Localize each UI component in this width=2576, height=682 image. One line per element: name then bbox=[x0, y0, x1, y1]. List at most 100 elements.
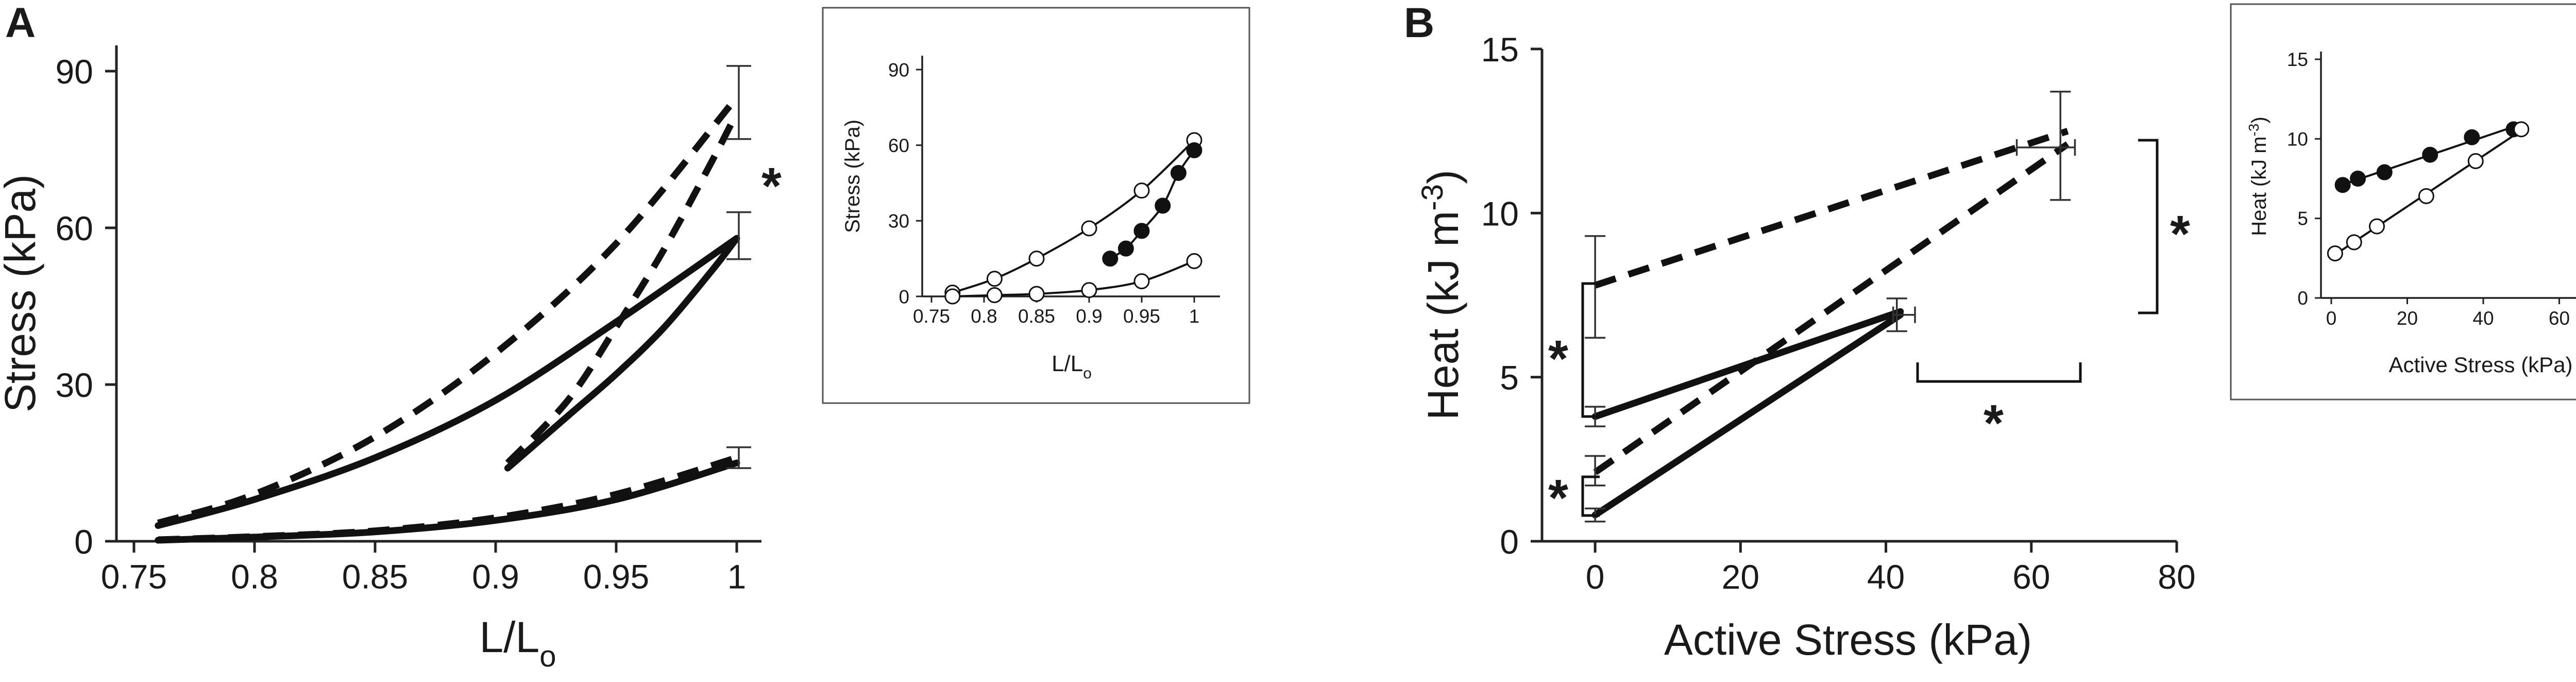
b-inset-point-filled bbox=[2422, 146, 2438, 163]
a-inset-point-open bbox=[1081, 220, 1097, 237]
b-series-solid-line bbox=[1591, 308, 1904, 420]
a-inset-point-filled bbox=[1102, 251, 1118, 267]
a-y-tick-label: 0 bbox=[74, 523, 93, 561]
panel-b-label: B bbox=[1404, 0, 1434, 46]
a-inset-y-axis-label: Stress (kPa) bbox=[841, 120, 864, 233]
b-inset-y-tick-label: 15 bbox=[2287, 49, 2308, 70]
a-x-tick-label: 0.75 bbox=[101, 557, 167, 595]
b-y-tick-label: 5 bbox=[1500, 359, 1519, 397]
a-inset-point-open bbox=[986, 287, 1003, 304]
b-x-axis-label: Active Stress (kPa) bbox=[1664, 616, 2032, 664]
b-bracket-lower-left bbox=[1581, 475, 1600, 517]
panel-b-main-chart: 0 20 40 60 80 0 5 10 15 * * * * Heat (kJ m-3) A… bbox=[1416, 30, 2196, 664]
a-significance-star: * bbox=[761, 157, 782, 215]
a-y-axis-label: Stress (kPa) bbox=[0, 174, 44, 412]
b-inset-y-label-sup: -3 bbox=[2246, 124, 2262, 137]
b-inset-y-tick-label: 0 bbox=[2297, 288, 2308, 309]
b-inset-point-filled bbox=[2376, 164, 2393, 180]
a-error-bar bbox=[726, 446, 751, 469]
b-inset-point-filled bbox=[2464, 129, 2480, 145]
a-inset-point-open bbox=[1133, 182, 1150, 199]
a-inset-x-tick-label: 0.75 bbox=[913, 306, 950, 327]
b-series-solid-line bbox=[1591, 311, 1904, 519]
b-inset-point-open bbox=[2346, 234, 2362, 251]
a-inset-y-tick-label: 60 bbox=[888, 135, 909, 156]
b-y-tick-label: 15 bbox=[1481, 30, 1519, 69]
a-x-tick-label: 1 bbox=[727, 557, 747, 595]
a-inset-x-tick-label: 0.9 bbox=[1076, 306, 1102, 327]
a-series-dashed-line bbox=[157, 95, 740, 526]
b-significance-star-1: * bbox=[1548, 330, 1568, 388]
b-inset-point-open bbox=[2418, 188, 2434, 204]
a-y-tick-label: 90 bbox=[55, 53, 93, 91]
b-x-tick-label: 20 bbox=[1722, 558, 1759, 596]
b-x-tick-label: 60 bbox=[2012, 558, 2050, 596]
a-inset-y-tick-label: 90 bbox=[888, 59, 909, 80]
b-series-dashed-line bbox=[1593, 141, 2070, 475]
a-inset-frame bbox=[822, 7, 1250, 404]
a-y-tick-label: 60 bbox=[55, 209, 93, 247]
b-inset-x-tick-label: 40 bbox=[2472, 308, 2494, 329]
a-y-tick-label: 30 bbox=[55, 366, 93, 404]
panel-a-inset-chart: 0.75 0.8 0.85 0.9 0.95 1 0 30 60 90 Stress (kPa)… bbox=[822, 7, 1250, 404]
b-inset-point-open bbox=[2369, 218, 2385, 235]
a-inset-point-open bbox=[1028, 286, 1045, 302]
b-bracket-upper-left bbox=[1581, 282, 1600, 418]
a-inset-point-filled bbox=[1170, 164, 1187, 181]
panel-a-label: A bbox=[5, 0, 36, 46]
a-inset-x-label-sub: o bbox=[1083, 365, 1092, 382]
b-inset-x-tick-label: 60 bbox=[2549, 308, 2570, 329]
a-x-label-main: L/L bbox=[479, 613, 539, 661]
a-x-tick-label: 0.8 bbox=[231, 557, 278, 595]
a-inset-x-label-main: L/L bbox=[1052, 351, 1083, 376]
b-error-bar bbox=[2015, 91, 2076, 201]
b-inset-point-filled bbox=[2350, 171, 2366, 187]
b-y-label-main: Heat (kJ m bbox=[1419, 211, 1467, 420]
b-inset-y-axis-label: Heat (kJ m-3) bbox=[2246, 117, 2270, 236]
b-x-tick-label: 80 bbox=[2158, 558, 2195, 596]
a-x-tick-label: 0.85 bbox=[342, 557, 408, 595]
b-inset-point-open bbox=[2513, 121, 2530, 138]
a-error-bar bbox=[726, 65, 751, 140]
panel-a-main-chart: 0.75 0.8 0.85 0.9 0.95 1 0 30 60 90 * Stress (kP… bbox=[0, 45, 782, 673]
b-error-bar bbox=[1886, 297, 1916, 332]
a-series-solid-line bbox=[504, 235, 740, 472]
b-inset-y-label-end: ) bbox=[2248, 117, 2270, 123]
a-series-dashed-line bbox=[505, 111, 740, 465]
a-inset-y-tick-label: 0 bbox=[899, 286, 909, 307]
a-inset-x-tick-label: 0.95 bbox=[1123, 306, 1160, 327]
a-inset-y-tick-label: 30 bbox=[888, 211, 909, 232]
b-inset-point-open bbox=[2327, 245, 2343, 262]
b-inset-x-tick-label: 0 bbox=[2326, 308, 2337, 329]
a-inset-point-filled bbox=[1117, 240, 1134, 257]
b-inset-y-label-main: Heat (kJ m bbox=[2248, 136, 2270, 236]
b-x-tick-label: 0 bbox=[1586, 558, 1605, 596]
b-inset-point-open bbox=[2467, 153, 2484, 170]
a-inset-x-tick-label: 1 bbox=[1189, 306, 1200, 327]
b-y-label-end: ) bbox=[1419, 170, 1467, 184]
a-x-tick-label: 0.95 bbox=[583, 557, 649, 595]
b-inset-y-tick-label: 10 bbox=[2287, 128, 2308, 149]
a-inset-point-open bbox=[986, 271, 1003, 287]
a-inset-x-axis-label: L/Lo bbox=[1052, 351, 1092, 382]
a-series-solid-line bbox=[155, 459, 740, 544]
a-inset-point-filled bbox=[1186, 142, 1202, 158]
b-inset-x-tick-label: 20 bbox=[2397, 308, 2418, 329]
a-inset-point-open bbox=[1133, 273, 1150, 290]
b-bracket-bottom bbox=[1916, 362, 2082, 383]
b-y-axis-label: Heat (kJ m-3) bbox=[1416, 170, 1467, 420]
b-y-label-sup: -3 bbox=[1416, 184, 1449, 211]
a-inset-point-open bbox=[1081, 282, 1097, 298]
b-significance-star-4: * bbox=[2170, 205, 2190, 263]
b-series-dashed-line bbox=[1594, 127, 2069, 289]
b-error-bar bbox=[1585, 455, 1606, 487]
b-inset-y-tick-label: 5 bbox=[2297, 208, 2308, 229]
b-y-tick-label: 10 bbox=[1481, 194, 1519, 232]
a-x-tick-label: 0.9 bbox=[472, 557, 519, 595]
a-x-label-sub: o bbox=[539, 640, 556, 673]
a-inset-point-open bbox=[1028, 251, 1045, 267]
b-error-bar bbox=[1585, 235, 1606, 339]
b-bracket-right bbox=[2138, 139, 2159, 314]
b-inset-point-filled bbox=[2334, 177, 2351, 193]
